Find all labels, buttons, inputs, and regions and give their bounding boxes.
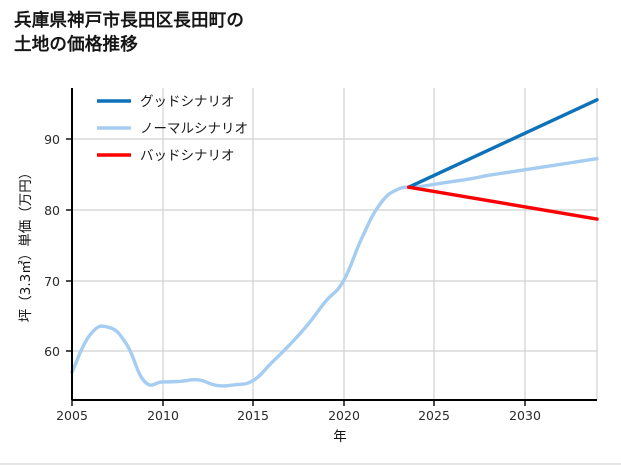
legend-label-bad-scenario: バッドシナリオ xyxy=(140,148,235,164)
x-tick-label-2020: 2020 xyxy=(328,408,360,423)
legend-label-good-scenario: グッドシナリオ xyxy=(140,94,235,110)
series-line-bad-scenario xyxy=(407,185,599,221)
x-tick-label-2030: 2030 xyxy=(509,408,541,423)
y-tick-label-60: 60 xyxy=(44,344,60,359)
y-tick-label-80: 80 xyxy=(44,203,60,218)
y-tick-label-70: 70 xyxy=(44,274,60,289)
y-gridlines xyxy=(72,138,597,352)
y-tick-label-90: 90 xyxy=(44,132,60,147)
x-axis-title: 年 xyxy=(333,429,347,445)
chart-title: 兵庫県神戸市長田区長田町の 土地の価格推移 xyxy=(14,10,245,55)
x-tick-label-2025: 2025 xyxy=(418,408,450,423)
y-tick-marks xyxy=(66,138,72,352)
series-line-good-scenario xyxy=(407,98,599,189)
x-tick-marks xyxy=(71,400,526,406)
x-tick-label-2005: 2005 xyxy=(56,408,88,423)
legend-label-normal-scenario: ノーマルシナリオ xyxy=(140,121,248,137)
chart-legend: グッドシナリオ ノーマルシナリオ バッドシナリオ xyxy=(97,94,248,164)
x-tick-label-2015: 2015 xyxy=(237,408,269,423)
bottom-divider xyxy=(0,463,621,465)
y-axis-title: 坪（3.3㎡）単価（万円） xyxy=(18,166,34,322)
x-gridlines xyxy=(162,88,598,400)
series-line-normal-scenario xyxy=(70,157,599,388)
x-tick-label-2010: 2010 xyxy=(147,408,179,423)
